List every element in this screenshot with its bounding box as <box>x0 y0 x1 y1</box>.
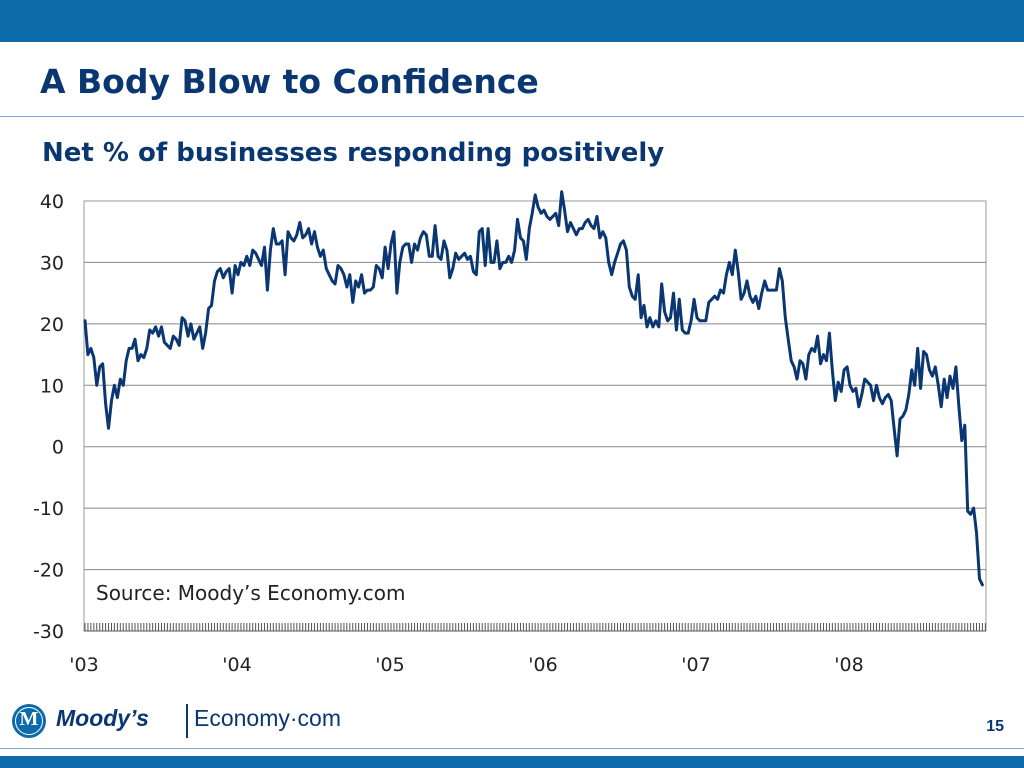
title-divider <box>0 116 1024 117</box>
x-tick-label: '08 <box>834 654 863 676</box>
y-tick-label: -20 <box>33 560 64 582</box>
chart-title: Net % of businesses responding positivel… <box>42 138 665 168</box>
y-tick-label: 20 <box>40 314 64 336</box>
footer-divider <box>0 748 1024 749</box>
page-number: 15 <box>986 718 1004 735</box>
moodys-economy-logo: M Moody’s Economy·com <box>12 702 392 742</box>
moodys-emblem-icon: M <box>12 704 46 738</box>
x-tick-label: '07 <box>681 654 710 676</box>
footer-bar <box>0 756 1024 768</box>
y-tick-label: 10 <box>40 375 64 397</box>
source-annotation: Source: Moody’s Economy.com <box>96 581 406 605</box>
y-tick-label: -10 <box>33 498 64 520</box>
header-bar <box>0 0 1024 42</box>
x-tick-label: '06 <box>528 654 557 676</box>
product-name: Economy·com <box>194 705 341 731</box>
line-chart: 40 30 20 10 0 -10 -20 -30 '03 '04 '05 '06 '07 '08 So… <box>33 190 987 676</box>
y-tick-label: 30 <box>40 252 64 274</box>
y-tick-label: 40 <box>40 191 64 213</box>
plot-area <box>83 200 987 632</box>
logo-divider <box>186 704 188 738</box>
brand-name: Moody’s <box>56 705 149 731</box>
y-tick-label: -30 <box>33 621 64 643</box>
series-line <box>83 190 984 587</box>
y-tick-label: 0 <box>52 437 64 459</box>
x-tick-label: '05 <box>375 654 404 676</box>
slide-title: A Body Blow to Confidence <box>40 62 539 101</box>
x-tick-label: '03 <box>69 654 98 676</box>
x-tick-label: '04 <box>222 654 251 676</box>
